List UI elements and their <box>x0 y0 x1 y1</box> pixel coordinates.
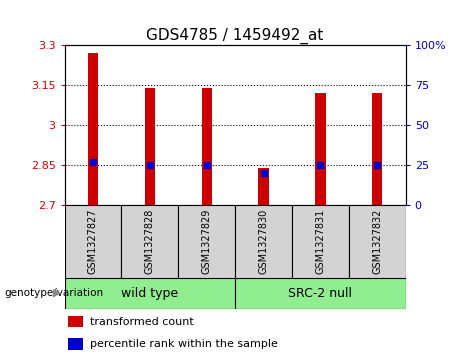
Text: wild type: wild type <box>121 287 178 299</box>
Text: transformed count: transformed count <box>90 317 194 327</box>
Text: GSM1327832: GSM1327832 <box>372 209 382 274</box>
Bar <box>65 278 235 309</box>
Bar <box>292 205 349 278</box>
Bar <box>178 205 235 278</box>
Bar <box>372 93 382 205</box>
Text: GSM1327831: GSM1327831 <box>315 209 325 274</box>
Bar <box>68 315 83 327</box>
Bar <box>259 168 269 205</box>
Bar <box>235 278 406 309</box>
Bar <box>121 205 178 278</box>
Text: GSM1327828: GSM1327828 <box>145 209 155 274</box>
Text: GSM1327827: GSM1327827 <box>88 209 98 274</box>
Bar <box>315 93 325 205</box>
Bar <box>68 338 83 350</box>
Text: genotype/variation: genotype/variation <box>5 288 104 298</box>
Bar <box>65 205 121 278</box>
Text: SRC-2 null: SRC-2 null <box>289 287 352 299</box>
Bar <box>201 88 212 205</box>
Title: GDS4785 / 1459492_at: GDS4785 / 1459492_at <box>147 28 324 44</box>
Text: ▶: ▶ <box>53 288 62 298</box>
Text: GSM1327829: GSM1327829 <box>201 209 212 274</box>
Bar <box>88 53 98 205</box>
Bar <box>349 205 406 278</box>
Text: percentile rank within the sample: percentile rank within the sample <box>90 339 278 349</box>
Text: GSM1327830: GSM1327830 <box>259 209 269 274</box>
Bar <box>145 88 155 205</box>
Bar <box>235 205 292 278</box>
